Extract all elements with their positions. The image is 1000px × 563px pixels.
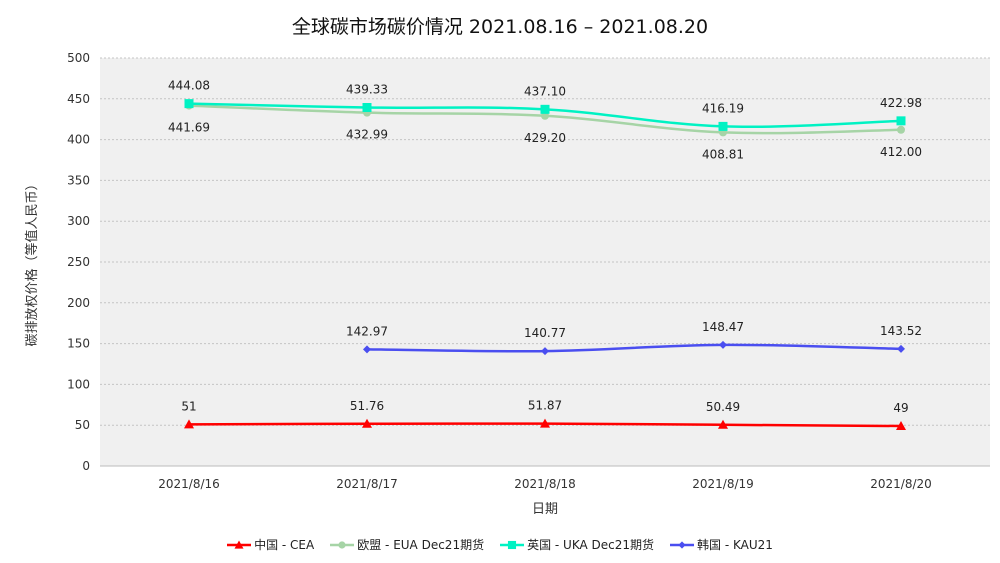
legend-label: 英国 - UKA Dec21期货 [527,538,654,552]
legend: 中国 - CEA 欧盟 - EUA Dec21期货 英国 - UKA Dec21期货… [0,536,1000,553]
data-point [184,419,194,429]
legend-swatch [670,540,694,549]
x-axis-title: 日期 [532,502,558,517]
legend-swatch-marker [338,540,346,549]
data-point [362,418,372,428]
data-label: 140.77 [524,326,566,340]
y-tick-label: 450 [67,92,90,106]
data-point [540,418,550,428]
legend-label: 欧盟 - EUA Dec21期货 [357,538,485,552]
data-label: 422.98 [880,96,922,110]
data-point [896,116,906,126]
data-label: 444.08 [168,79,210,93]
legend-swatch-marker [234,540,244,549]
legend-item: 英国 - UKA Dec21期货 [500,536,654,553]
data-point [541,347,549,356]
data-label: 142.97 [346,324,388,338]
y-tick-label: 300 [67,214,90,228]
chart-title: 全球碳市场碳价情况 2021.08.16 – 2021.08.20 [291,16,709,38]
data-label: 51.87 [528,399,562,413]
legend-item: 韩国 - KAU21 [670,536,773,553]
data-label: 408.81 [702,147,744,161]
y-tick-label: 100 [67,377,90,391]
data-point [540,104,550,114]
x-tick-label: 2021/8/17 [336,477,398,491]
data-point [718,419,728,429]
data-label: 51.76 [350,399,384,413]
legend-swatch-marker [678,540,686,549]
data-point [719,340,727,349]
data-point [362,103,372,113]
data-label: 416.19 [702,101,744,115]
y-tick-label: 50 [75,418,90,432]
legend-item: 欧盟 - EUA Dec21期货 [330,536,484,553]
data-label: 49 [893,401,908,415]
y-tick-label: 0 [82,459,90,473]
data-label: 412.00 [880,145,922,159]
y-tick-label: 150 [67,337,90,351]
x-tick-label: 2021/8/18 [514,477,576,491]
x-tick-label: 2021/8/19 [692,477,754,491]
data-point [896,421,906,431]
data-label: 51 [181,399,196,413]
legend-label: 中国 - CEA [254,538,315,552]
y-tick-label: 350 [67,173,90,187]
legend-swatch [500,540,525,549]
series-line-3 [366,343,902,353]
x-tick-label: 2021/8/20 [870,477,932,491]
data-point [897,125,905,134]
y-tick-label: 250 [67,255,90,269]
legend-swatch [227,540,252,549]
data-label: 439.33 [346,83,388,97]
data-point [897,344,905,353]
x-tick-label: 2021/8/16 [158,477,220,491]
legend-swatch [330,540,355,549]
data-label: 441.69 [168,121,210,135]
data-label: 437.10 [524,84,566,98]
data-point [363,345,371,354]
data-label: 432.99 [346,128,388,142]
data-label: 148.47 [702,320,744,334]
y-axis-title: 碳排放权价格（等值人民币） [24,177,40,346]
legend-label: 韩国 - KAU21 [697,538,773,552]
data-point [184,99,194,109]
data-label: 50.49 [706,400,740,414]
data-point [718,121,728,131]
y-tick-label: 200 [67,296,90,310]
y-tick-label: 500 [67,51,90,65]
legend-swatch-marker [508,540,517,549]
data-label: 429.20 [524,131,566,145]
data-label: 143.52 [880,324,922,338]
y-tick-label: 400 [67,133,90,147]
legend-item: 中国 - CEA [227,536,314,553]
